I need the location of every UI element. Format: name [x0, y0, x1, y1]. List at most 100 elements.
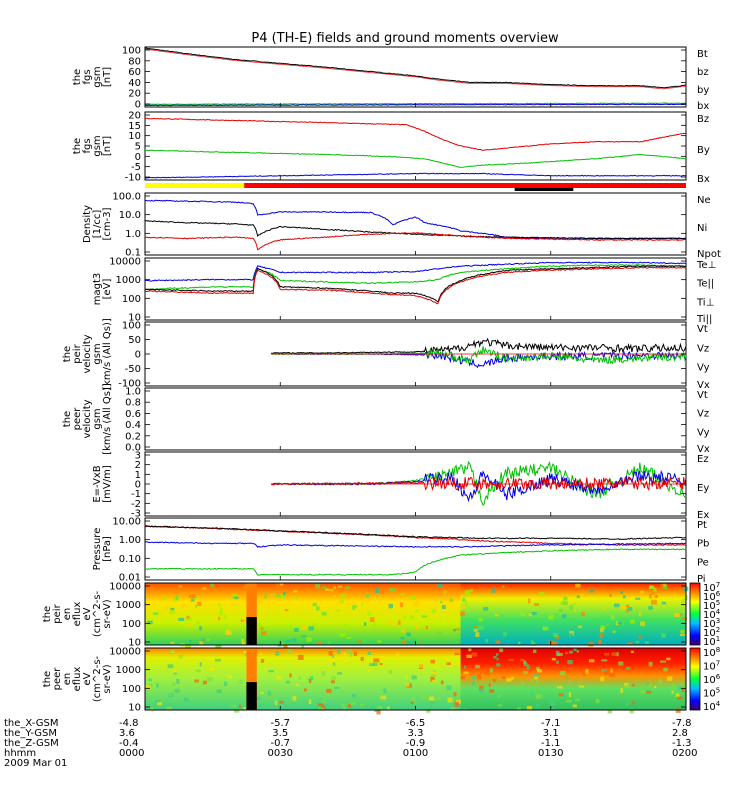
spectrogram-cell — [280, 594, 286, 599]
y-tick-label: 10 — [128, 703, 141, 714]
spectrogram-cell — [483, 671, 490, 675]
spectrogram-cell — [675, 693, 680, 697]
spectrogram-cell — [224, 697, 229, 700]
series-Ti|| — [144, 264, 687, 291]
spectrogram-cell — [573, 648, 577, 652]
spectrogram-cell — [430, 701, 435, 704]
spectrogram-cell — [431, 679, 437, 683]
spectrogram-cell — [234, 596, 239, 600]
spectrogram-cell — [206, 638, 210, 641]
spectrogram-cell — [269, 593, 276, 596]
spectrogram-cell — [475, 664, 480, 669]
y-axis-label-line: the — [72, 138, 83, 154]
legend-entry: Vy — [697, 363, 710, 374]
spectrogram-cell — [415, 609, 419, 613]
spectrogram-cell — [326, 688, 332, 693]
colorbar-tick-label: 108 — [703, 646, 720, 659]
spectrogram-cell — [607, 709, 613, 714]
y-tick-label: 100 — [122, 46, 141, 57]
series-Bt — [144, 47, 687, 89]
legend-entry: Ti⊥ — [696, 297, 714, 308]
spectrogram-cell — [640, 621, 645, 627]
y-axis-label-line: [nT] — [102, 136, 113, 156]
legend-entry: Pb — [697, 539, 709, 550]
y-axis-label-line: fgs — [82, 138, 93, 153]
y-axis-label-line: peir — [52, 603, 63, 623]
spectrogram-cell — [258, 704, 262, 708]
y-axis-label: E=-VxB [mV/m] — [92, 465, 113, 503]
y-tick-label: 20 — [128, 111, 141, 122]
spectrogram-cell — [301, 625, 307, 630]
spectrogram-cell — [186, 615, 190, 619]
y-axis-label: the fgs gsm [nT] — [72, 135, 113, 156]
y-axis-label-line: [km/s (All Qs)] — [102, 383, 113, 455]
spectrogram-cell — [569, 650, 573, 654]
y-axis-label-line: gsm — [92, 343, 103, 364]
mode-bar-slow-survey — [244, 183, 686, 188]
spectrogram-cell — [336, 648, 341, 654]
spectrogram-cell — [630, 650, 634, 654]
spectrogram-cell — [530, 640, 534, 645]
spectrogram-cell — [533, 649, 537, 653]
y-tick-label: 0 — [135, 350, 141, 361]
spectrogram-cell — [470, 589, 473, 592]
spectrogram-cell — [239, 679, 243, 684]
spectrogram-cell — [276, 583, 280, 589]
spectrogram-cell — [638, 635, 641, 639]
spectrogram-cell — [215, 644, 222, 649]
legend-entry: Ne — [697, 195, 711, 206]
spectrogram-cell — [477, 674, 482, 680]
y-axis-label-line: en — [62, 673, 73, 686]
spectrogram-cell — [153, 612, 159, 616]
spectrogram-cell — [646, 690, 652, 694]
spectrogram-cell — [581, 611, 585, 617]
y-tick-label: 10 — [128, 313, 141, 324]
spectrogram-gap-top — [246, 648, 257, 710]
y-axis-label-line: gsm — [92, 135, 103, 156]
spectrogram-cell — [376, 709, 381, 715]
y-tick-label: 1000 — [116, 275, 141, 286]
y-axis-label-line: Density — [82, 205, 93, 243]
spectrogram-cell — [605, 623, 609, 627]
spectrogram-cell — [478, 618, 483, 622]
spectrogram-cell — [349, 586, 352, 591]
spectrogram-cell — [463, 671, 469, 675]
spectrogram-cell — [496, 663, 501, 667]
y-tick-label: 1000 — [116, 665, 141, 676]
spectrogram-cell — [163, 596, 167, 600]
y-tick-label: -10 — [125, 173, 141, 184]
ephemeris-value: -4.8 — [119, 718, 139, 729]
spectrogram-cell — [231, 704, 237, 708]
spectrogram-cell — [567, 633, 573, 638]
spectrogram-cell — [621, 620, 625, 626]
spectrogram-cell — [441, 605, 446, 610]
spectrogram-cell — [483, 607, 489, 611]
spectrogram-cell — [342, 706, 346, 711]
spectrogram-cell — [472, 681, 476, 686]
y-tick-label: 100 — [122, 619, 141, 630]
spectrogram-cell — [330, 657, 335, 663]
spectrogram-cell — [218, 617, 221, 621]
spectrogram-cell — [403, 615, 407, 619]
spectrogram-cell — [148, 678, 152, 682]
spectrogram-cell — [476, 588, 482, 593]
spectrogram-cell — [559, 608, 564, 612]
spectrogram-cell — [503, 632, 507, 637]
colorbar — [690, 648, 700, 710]
spectrogram-cell — [681, 598, 685, 604]
spectrogram-cell — [617, 622, 622, 625]
y-axis-label: the peir en eflux eV (cm^2-s-sr-eV) — [42, 590, 113, 637]
spectrogram-cell — [199, 626, 202, 631]
spectrogram-cell — [535, 666, 540, 671]
spectrogram-cell — [367, 669, 371, 672]
spectrogram-cell — [339, 600, 344, 604]
spectrogram-cell — [157, 702, 162, 706]
legend-entry: Ey — [697, 483, 709, 494]
spectrogram-cell — [258, 599, 264, 604]
y-axis-label-line: [cm-3] — [102, 207, 113, 240]
spectrogram-cell — [169, 691, 172, 697]
spectrogram-cell — [672, 683, 676, 687]
